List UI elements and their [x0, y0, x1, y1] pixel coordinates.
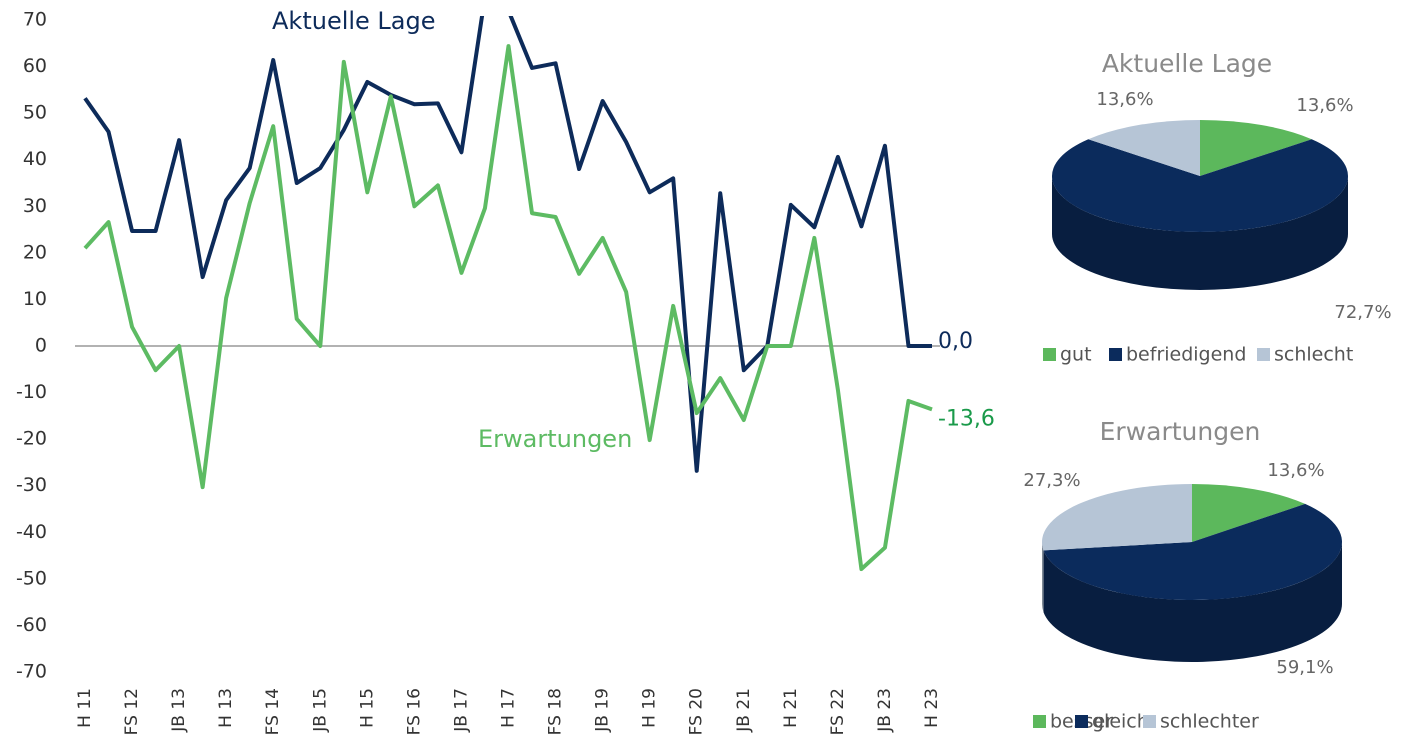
- y-tick-label: 50: [23, 102, 47, 124]
- pie-title: Erwartungen: [1100, 417, 1261, 446]
- data-label: 59,1%: [1276, 657, 1333, 678]
- data-label: 13,6%: [1296, 95, 1353, 116]
- legend-label: befriedigend: [1126, 344, 1246, 366]
- pie-title: Aktuelle Lage: [1102, 49, 1272, 78]
- x-tick-label: FS 14: [263, 688, 283, 735]
- x-tick-label: FS 18: [546, 688, 566, 735]
- y-tick-label: 70: [23, 9, 47, 31]
- y-tick-label: 40: [23, 148, 47, 170]
- y-tick-label: -20: [16, 428, 47, 450]
- legend-label: schlecht: [1274, 344, 1353, 366]
- legend-swatch: [1033, 715, 1046, 728]
- x-tick-label: FS 20: [687, 688, 707, 735]
- legend-swatch: [1043, 348, 1056, 361]
- plot-area: [83, 16, 933, 572]
- data-label: 13,6%: [1096, 89, 1153, 110]
- pie-slice: [1200, 120, 1312, 176]
- x-tick-label: JB 17: [451, 688, 471, 733]
- x-tick-label: JB 21: [734, 688, 754, 733]
- y-tick-label: -70: [16, 661, 47, 683]
- pie-slice: [1052, 139, 1349, 232]
- pie-slice: [1043, 503, 1342, 600]
- x-tick-label: H 19: [640, 688, 660, 728]
- y-tick-label: 10: [23, 288, 47, 310]
- legend-label: gleich: [1092, 711, 1149, 733]
- x-tick-label: H 15: [357, 688, 377, 728]
- data-label: 27,3%: [1023, 470, 1080, 491]
- pie-slice: [1042, 484, 1192, 551]
- pie-slice-side: [1052, 176, 1348, 290]
- x-tick-label: JB 13: [169, 688, 189, 733]
- pie-slice: [1088, 120, 1200, 176]
- legend-swatch: [1143, 715, 1156, 728]
- line-series: [83, 16, 932, 473]
- y-tick-label: 30: [23, 195, 47, 217]
- legend-label: gut: [1060, 344, 1092, 366]
- legend-label: schlechter: [1160, 711, 1259, 733]
- line-series: [83, 44, 933, 572]
- legend-swatch: [1075, 715, 1088, 728]
- x-tick-label: JB 15: [310, 688, 330, 733]
- x-tick-label: H 17: [499, 688, 519, 728]
- data-label: -13,6: [938, 406, 995, 431]
- x-tick-label: H 23: [922, 688, 942, 728]
- x-tick-label: FS 12: [122, 688, 142, 735]
- data-label: 72,7%: [1334, 302, 1391, 323]
- y-tick-label: 0: [35, 335, 47, 357]
- x-tick-label: H 13: [216, 688, 236, 728]
- y-tick-label: -60: [16, 614, 47, 636]
- legend-swatch: [1257, 348, 1270, 361]
- series-label: Aktuelle Lage: [272, 7, 436, 35]
- x-tick-label: FS 22: [828, 688, 848, 735]
- y-tick-label: -30: [16, 474, 47, 496]
- y-tick-label: -50: [16, 567, 47, 589]
- data-label: 0,0: [938, 329, 973, 354]
- x-tick-label: JB 23: [875, 688, 895, 733]
- legend-swatch: [1109, 348, 1122, 361]
- pie-slice-side: [1042, 542, 1044, 613]
- y-tick-label: 60: [23, 55, 47, 77]
- x-tick-label: H 21: [781, 688, 801, 728]
- data-label: 13,6%: [1267, 460, 1324, 481]
- pie-slice-side: [1043, 542, 1342, 662]
- x-tick-label: FS 16: [404, 688, 424, 735]
- y-tick-label: -40: [16, 521, 47, 543]
- x-tick-label: H 11: [75, 688, 95, 728]
- x-tick-label: JB 19: [593, 688, 613, 733]
- y-tick-label: 20: [23, 241, 47, 263]
- series-label: Erwartungen: [478, 425, 632, 453]
- pie-slice: [1192, 484, 1306, 542]
- y-tick-label: -10: [16, 381, 47, 403]
